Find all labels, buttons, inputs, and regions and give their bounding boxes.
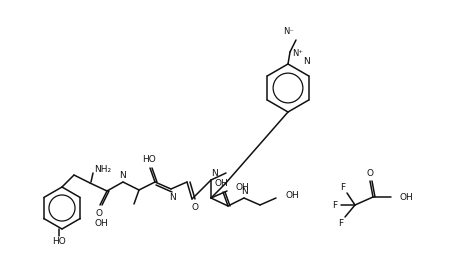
- Text: OH: OH: [236, 184, 250, 192]
- Text: O: O: [192, 203, 199, 213]
- Text: O: O: [367, 169, 374, 177]
- Text: N⁺: N⁺: [293, 50, 303, 58]
- Text: F: F: [332, 200, 338, 210]
- Text: F: F: [340, 183, 345, 192]
- Text: NH₂: NH₂: [94, 165, 111, 173]
- Text: OH: OH: [214, 180, 228, 188]
- Text: N: N: [119, 170, 126, 180]
- Text: OH: OH: [286, 191, 300, 199]
- Text: OH: OH: [399, 192, 413, 202]
- Text: N: N: [241, 187, 247, 195]
- Text: HO: HO: [142, 155, 156, 165]
- Text: OH: OH: [94, 218, 108, 228]
- Text: HO: HO: [52, 237, 66, 247]
- Text: O: O: [95, 210, 102, 218]
- Text: N: N: [212, 169, 219, 178]
- Text: N: N: [169, 193, 175, 203]
- Text: F: F: [338, 218, 344, 228]
- Text: N⁻: N⁻: [282, 28, 294, 36]
- Text: N: N: [303, 58, 309, 66]
